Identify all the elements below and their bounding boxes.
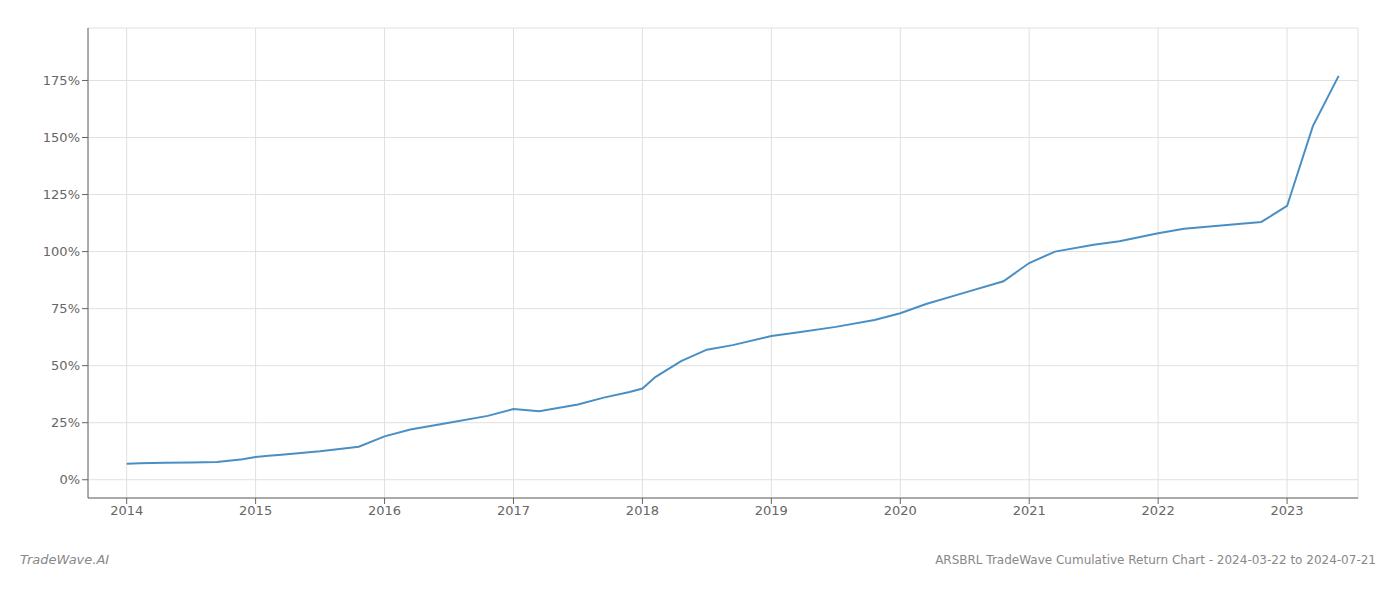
svg-text:100%: 100% xyxy=(43,244,80,259)
svg-text:2018: 2018 xyxy=(626,503,659,518)
svg-text:175%: 175% xyxy=(43,73,80,88)
svg-text:75%: 75% xyxy=(51,301,80,316)
svg-text:2016: 2016 xyxy=(368,503,401,518)
svg-text:150%: 150% xyxy=(43,130,80,145)
svg-text:0%: 0% xyxy=(59,472,80,487)
html-text:TradeWave.AI: TradeWave.AI xyxy=(20,552,110,567)
svg-text:2019: 2019 xyxy=(755,503,788,518)
svg-text:50%: 50% xyxy=(51,358,80,373)
svg-text:2017: 2017 xyxy=(497,503,530,518)
svg-text:2022: 2022 xyxy=(1142,503,1175,518)
svg-text:2020: 2020 xyxy=(884,503,917,518)
svg-text:25%: 25% xyxy=(51,415,80,430)
svg-text:2021: 2021 xyxy=(1013,503,1046,518)
html-text:ARSBRL TradeWave Cumulative Re: ARSBRL TradeWave Cumulative Return Chart… xyxy=(935,553,1376,567)
svg-text:2015: 2015 xyxy=(239,503,272,518)
svg-text:2023: 2023 xyxy=(1271,503,1304,518)
svg-text:2014: 2014 xyxy=(110,503,143,518)
svg-text:125%: 125% xyxy=(43,187,80,202)
